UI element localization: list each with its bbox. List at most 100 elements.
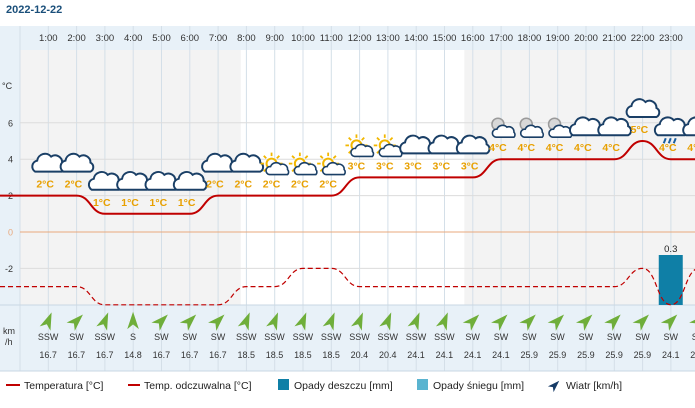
wind-arrow-icon	[660, 314, 678, 331]
wind-direction: SW	[607, 332, 622, 342]
cloud-icon	[172, 170, 208, 191]
temp-label: 4°C	[687, 142, 695, 154]
legend-snow: Opady śniegu [mm]	[433, 380, 524, 392]
temp-label: 1°C	[121, 197, 139, 209]
wind-speed: 25.9	[577, 350, 595, 360]
temp-label: 3°C	[348, 160, 366, 172]
wind-speed: 24.1	[464, 350, 482, 360]
cloud-rain-icon	[653, 116, 689, 144]
legend-snow-swatch	[417, 379, 428, 390]
legend-rain: Opady deszczu [mm]	[294, 380, 393, 392]
wind-direction: SW	[522, 332, 537, 342]
rain-bar	[658, 255, 683, 305]
wind-direction: SSW	[236, 332, 257, 342]
cloud-moon-icon	[519, 117, 545, 138]
wind-arrow-icon	[351, 312, 363, 331]
wind-direction: SSW	[293, 332, 314, 342]
temp-label: 4°C	[602, 142, 620, 154]
hour-label: 21:00	[602, 33, 626, 44]
wind-speed: 18.5	[237, 350, 255, 360]
rain-label: 0.3	[664, 244, 677, 255]
sun-cloud-icon	[288, 152, 318, 176]
cloud-moon-icon	[547, 117, 573, 138]
wind-arrow-icon	[39, 312, 52, 331]
y-tick-label: 0	[8, 228, 13, 238]
y-unit-label: °C	[2, 81, 13, 91]
wind-arrow-icon	[66, 314, 84, 331]
wind-arrow-icon	[208, 314, 225, 331]
wind-direction: SW	[494, 332, 509, 342]
temp-label: 4°C	[489, 142, 507, 154]
hour-label: 15:00	[433, 33, 457, 44]
wind-direction: SSW	[377, 332, 398, 342]
temp-label: 4°C	[574, 142, 592, 154]
hour-label: 4:00	[124, 33, 143, 44]
legend-temp: Temperatura [°C]	[24, 380, 104, 392]
wind-direction: SW	[69, 332, 84, 342]
temp-label: 3°C	[433, 160, 451, 172]
hour-label: 11:00	[320, 33, 343, 44]
temp-label: 1°C	[93, 197, 111, 209]
wind-speed: 16.7	[181, 350, 199, 360]
wind-speed: 18.5	[294, 350, 312, 360]
wind-direction: SW	[154, 332, 169, 342]
hour-label: 12:00	[348, 33, 372, 44]
wind-arrow-icon	[127, 311, 139, 330]
hour-label: 5:00	[152, 33, 171, 44]
wind-direction: SW	[692, 332, 695, 342]
y-tick-label: -2	[5, 264, 13, 274]
hour-header-band	[0, 26, 695, 50]
legend-wind-icon	[547, 380, 560, 393]
wind-speed: 16.7	[209, 350, 227, 360]
wind-speed: 25.9	[634, 350, 652, 360]
hour-label: 22:00	[631, 33, 655, 44]
temp-label: 4°C	[517, 142, 535, 154]
temperature-line	[0, 139, 695, 215]
wind-arrow-icon	[547, 314, 565, 331]
wind-arrow-icon	[96, 312, 109, 331]
wind-direction: SSW	[38, 332, 59, 342]
temp-label: 2°C	[65, 179, 83, 191]
hour-label: 9:00	[265, 33, 284, 44]
hour-label: 2:00	[67, 33, 86, 44]
wind-speed: 14.8	[124, 350, 142, 360]
wind-direction: SW	[465, 332, 480, 342]
wind-arrow-icon	[379, 312, 392, 331]
wind-speed: 18.5	[266, 350, 284, 360]
sun-cloud-icon	[345, 134, 375, 158]
date-title: 2022-12-22	[6, 4, 63, 16]
temp-label: 2°C	[234, 179, 252, 191]
wind-arrow-icon	[179, 314, 197, 331]
wind-speed: 16.7	[39, 350, 57, 360]
wind-arrow-icon	[435, 312, 448, 331]
wind-direction: SW	[550, 332, 565, 342]
wind-direction: SSW	[349, 332, 370, 342]
wind-direction: SSW	[434, 332, 455, 342]
temp-label: 3°C	[376, 160, 394, 172]
wind-arrow-icon	[575, 314, 593, 331]
temp-label: 2°C	[263, 179, 281, 191]
y-tick-label: 4	[8, 155, 13, 165]
hour-label: 1:00	[39, 33, 58, 44]
wind-arrow-icon	[407, 312, 420, 331]
wind-speed: 16.7	[68, 350, 86, 360]
hour-label: 23:00	[659, 33, 683, 44]
wind-direction: SSW	[406, 332, 427, 342]
temp-label: 1°C	[178, 197, 196, 209]
hour-label: 16:00	[461, 33, 485, 44]
left-axis-band	[0, 50, 20, 371]
wind-arrow-icon	[322, 312, 335, 331]
wind-direction: S	[130, 332, 136, 342]
wind-direction: SSW	[94, 332, 115, 342]
cloud-icon	[682, 116, 695, 137]
temp-label: 5°C	[631, 124, 649, 136]
wind-direction: SW	[664, 332, 679, 342]
wind-direction: SW	[182, 332, 197, 342]
hour-label: 8:00	[237, 33, 256, 44]
wind-arrow-icon	[237, 312, 250, 331]
temp-label: 4°C	[546, 142, 564, 154]
hour-label: 14:00	[404, 33, 428, 44]
cloud-icon	[625, 98, 661, 118]
wind-speed: 24.1	[492, 350, 510, 360]
wind-speed: 18.5	[322, 350, 340, 360]
